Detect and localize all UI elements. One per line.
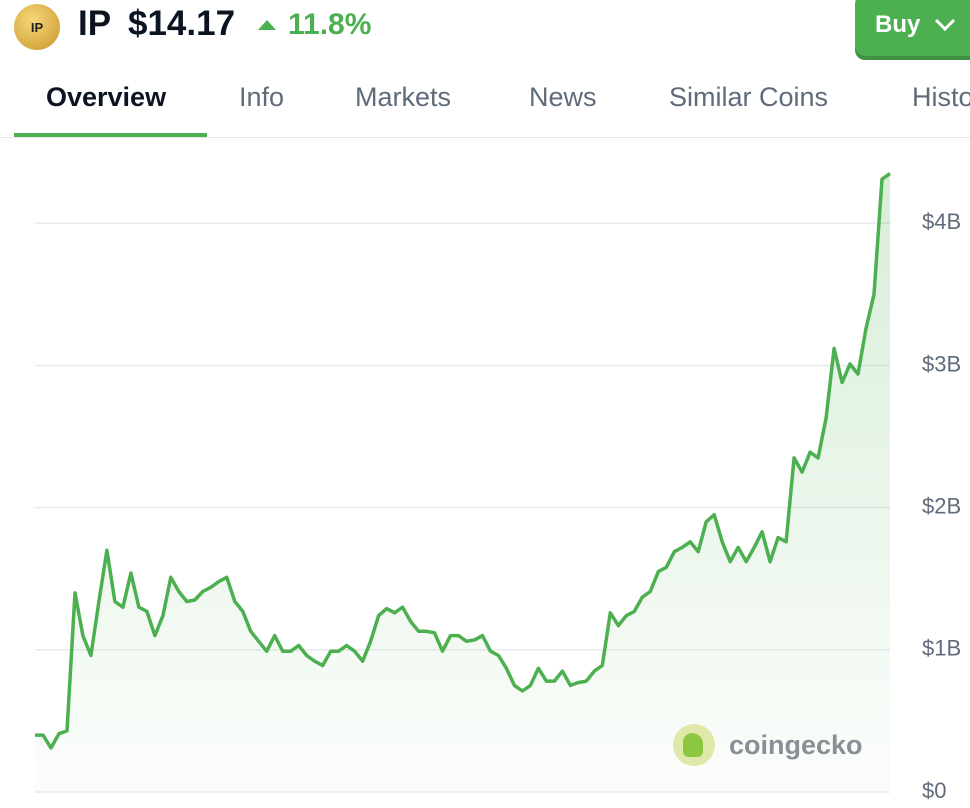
tab[interactable]: News bbox=[529, 82, 597, 112]
tab[interactable]: History bbox=[912, 82, 970, 112]
area-fill bbox=[35, 173, 890, 792]
buy-button[interactable]: Buy bbox=[855, 0, 970, 56]
up-arrow bbox=[258, 20, 276, 30]
coin-logo: IP bbox=[14, 4, 60, 50]
watermark-text: coingecko bbox=[729, 729, 863, 760]
watermark-logo bbox=[673, 724, 715, 766]
watermark: coingecko bbox=[673, 724, 863, 766]
tab[interactable]: Overview bbox=[46, 82, 167, 112]
divider bbox=[0, 137, 970, 138]
change-value: 11.8% bbox=[288, 8, 372, 41]
coin-symbol: IP bbox=[78, 4, 112, 43]
y-tick-label: $3B bbox=[922, 351, 961, 376]
y-tick-label: $0 bbox=[922, 778, 946, 803]
tab[interactable]: Similar Coins bbox=[669, 82, 829, 112]
tab-bar: Overview Info Markets News Similar Coins Hist… bbox=[0, 78, 970, 138]
y-tick-label: $2B bbox=[922, 493, 961, 518]
price-change: 11.8% bbox=[258, 8, 371, 42]
y-tick-label: $1B bbox=[922, 636, 961, 661]
tab[interactable]: Info bbox=[239, 82, 285, 112]
chevron bbox=[935, 18, 956, 32]
y-tick-label: $4B bbox=[922, 209, 961, 234]
price-line bbox=[35, 172, 892, 750]
coin-price: $14.17 bbox=[128, 4, 236, 43]
buy-label[interactable]: Buy bbox=[875, 11, 921, 38]
active-tab-indicator bbox=[14, 133, 207, 137]
tab[interactable]: Markets bbox=[355, 82, 452, 112]
